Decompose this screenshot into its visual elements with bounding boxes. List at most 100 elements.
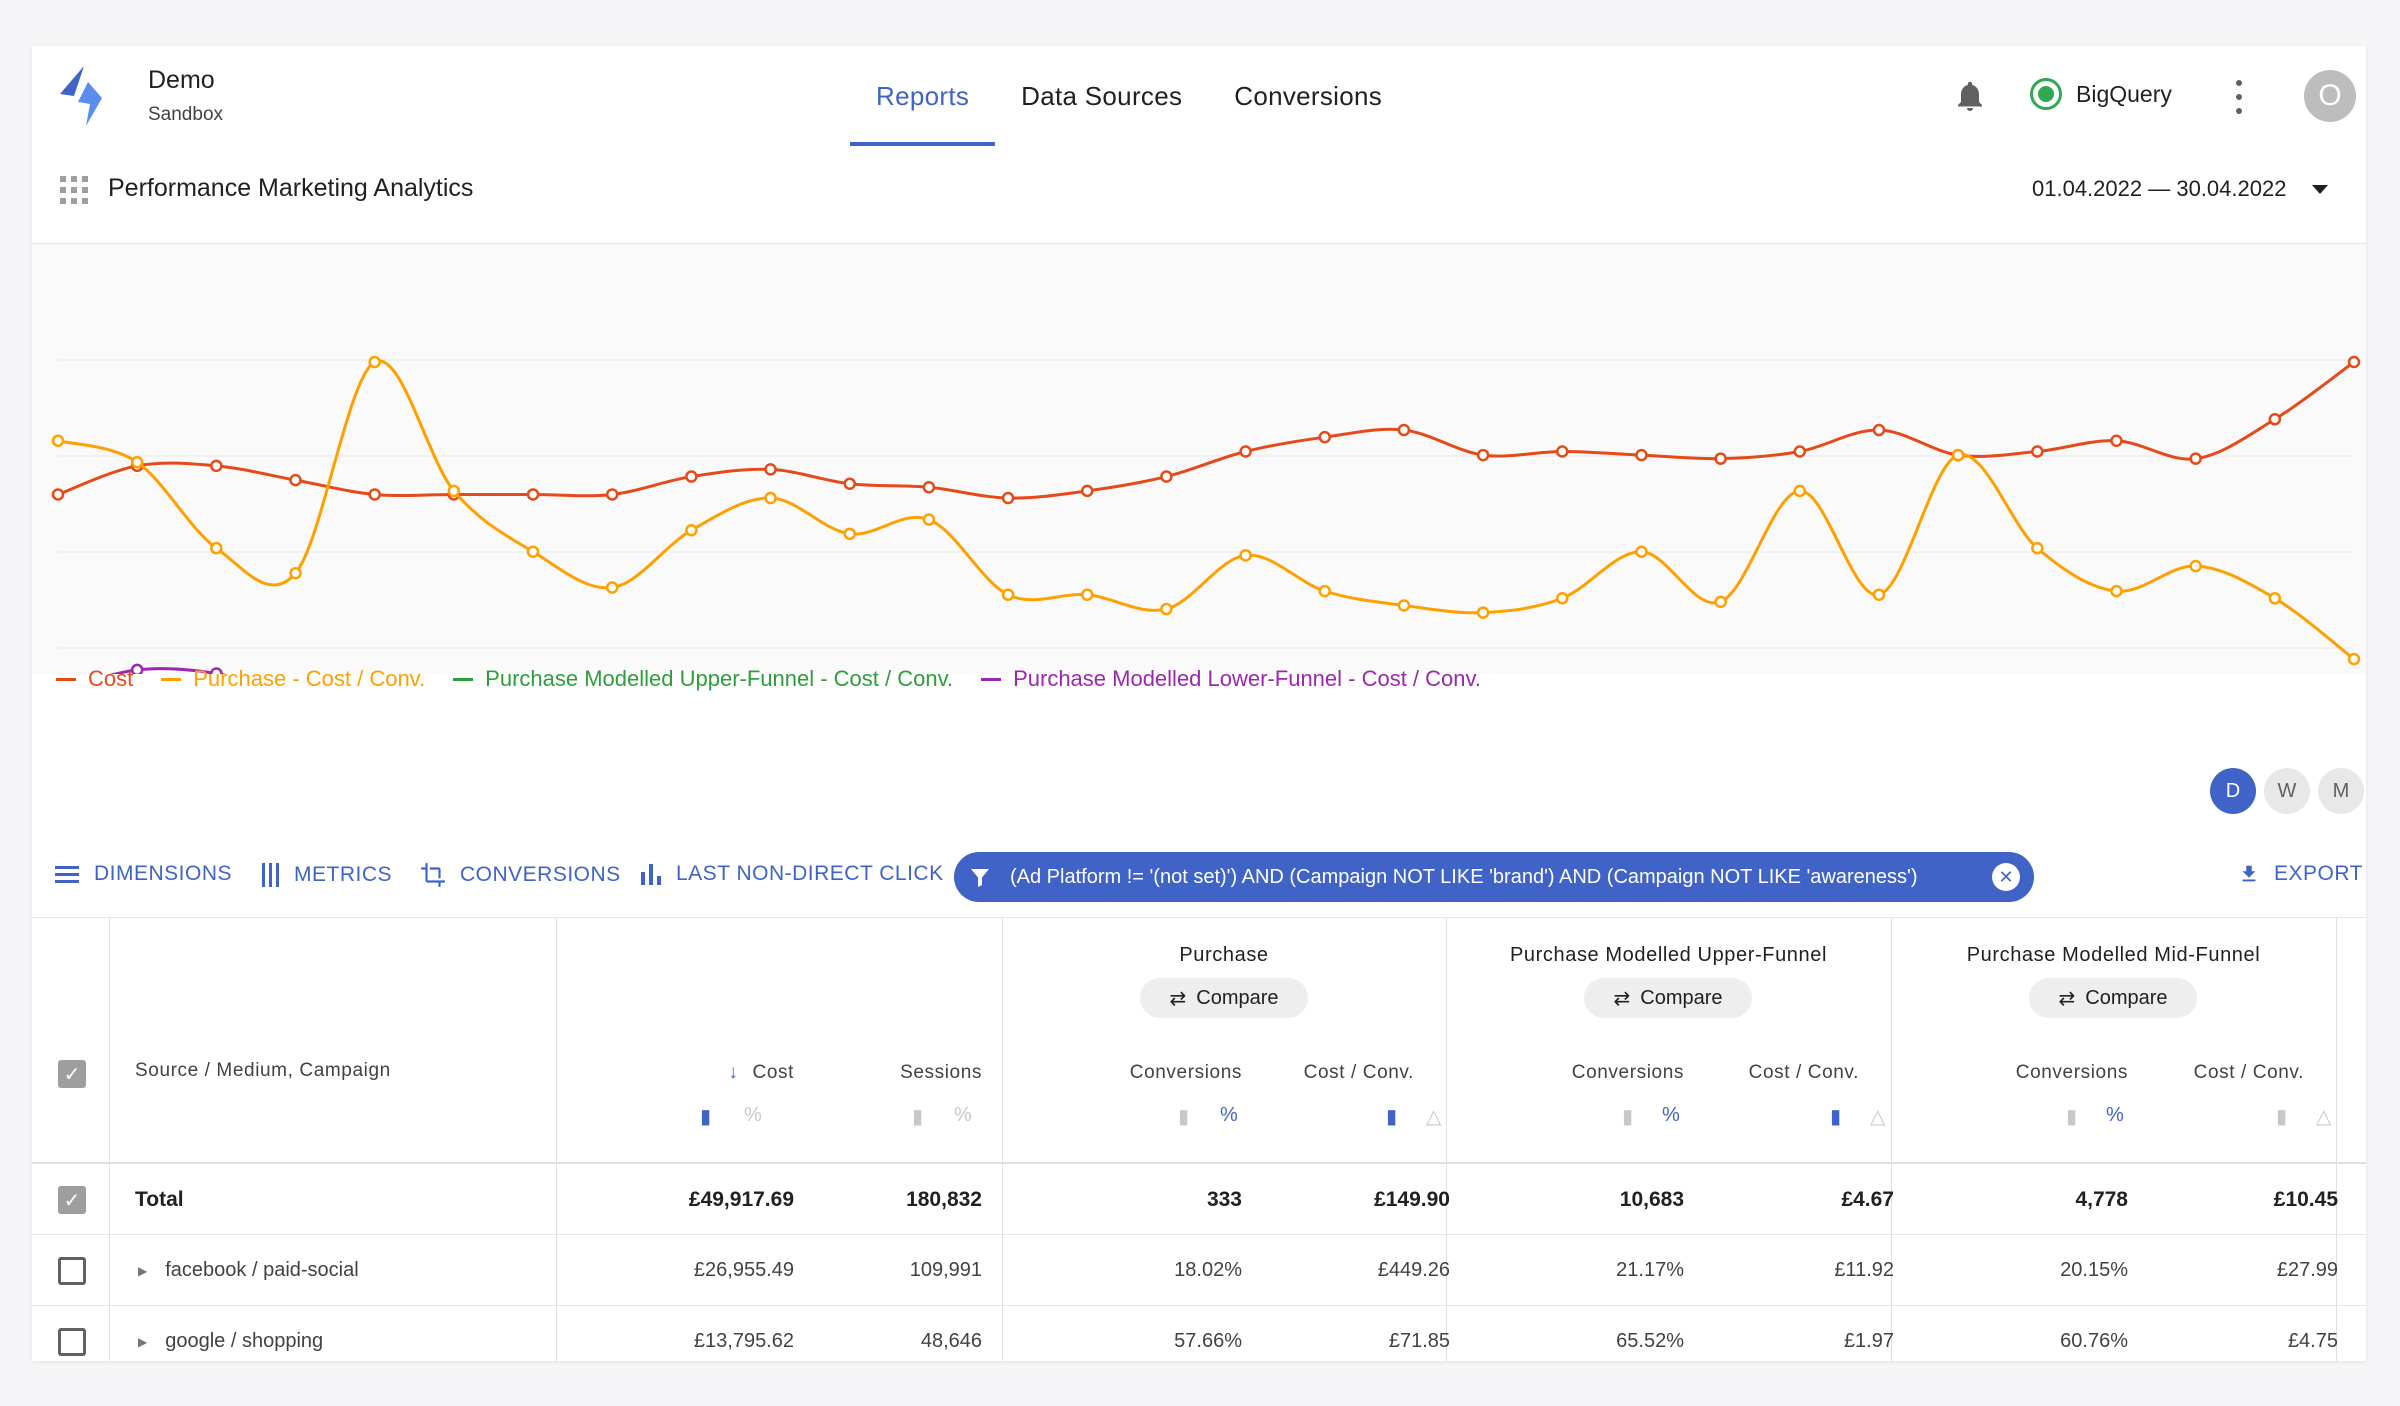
date-range-picker[interactable]: 01.04.2022 — 30.04.2022: [2032, 176, 2329, 202]
percent-icon[interactable]: %: [2106, 1104, 2124, 1126]
column-header-cost-per-conv[interactable]: Cost / Conv.: [1303, 1062, 1414, 1083]
table-row[interactable]: ▶ google / shopping £13,795.62 48,646 57…: [32, 1306, 2366, 1361]
bar-chart-icon[interactable]: ▮: [2276, 1106, 2288, 1128]
data-point: [289, 566, 302, 580]
data-point: [526, 545, 540, 558]
tab-conversions[interactable]: Conversions: [1234, 80, 1383, 111]
workspace-name[interactable]: Sandbox: [148, 104, 224, 125]
compare-arrows-icon: ⇄: [1613, 987, 1631, 1010]
select-all-checkbox[interactable]: ✓: [58, 1060, 86, 1088]
cell-cost-per-conv: £149.90: [1374, 1187, 1450, 1211]
bar-chart-icon[interactable]: ▮: [700, 1106, 712, 1128]
bar-chart-icon[interactable]: ▮: [1386, 1106, 1398, 1128]
data-point: [2347, 355, 2361, 369]
row-label-cell: ▶ facebook / paid-social: [138, 1235, 359, 1306]
granularity-month-button[interactable]: M: [2318, 768, 2364, 814]
data-point: [1476, 606, 1490, 619]
legend-label: Purchase Modelled Lower-Funnel - Cost / …: [1013, 666, 1481, 691]
data-point: [526, 488, 540, 501]
column-header-conversions[interactable]: Conversions: [2015, 1062, 2128, 1083]
metrics-label: METRICS: [294, 863, 392, 886]
legend-item[interactable]: Purchase Modelled Lower-Funnel - Cost / …: [981, 666, 1481, 692]
metrics-button[interactable]: METRICS: [260, 862, 392, 888]
status-ok-icon: [2030, 78, 2062, 110]
expand-chevron-icon[interactable]: ▶: [138, 1334, 148, 1349]
data-point: [2031, 445, 2044, 458]
cell-conversions: 57.66%: [1174, 1330, 1242, 1352]
data-point: [1793, 484, 1807, 498]
data-point: [922, 481, 936, 494]
cell-sessions: 180,832: [906, 1187, 982, 1211]
compare-button[interactable]: ⇄ Compare: [2029, 978, 2197, 1018]
conversions-button[interactable]: CONVERSIONS: [420, 862, 621, 888]
more-vert-icon[interactable]: [2232, 80, 2246, 114]
granularity-week-button[interactable]: W: [2264, 768, 2310, 814]
bar-chart-icon[interactable]: ▮: [1622, 1106, 1634, 1128]
legend-item[interactable]: Cost: [56, 666, 133, 692]
data-point: [130, 663, 144, 674]
data-point: [210, 541, 223, 555]
delta-icon[interactable]: △: [1426, 1106, 1442, 1128]
row-checkbox[interactable]: [58, 1257, 86, 1285]
export-button[interactable]: EXPORT: [2238, 862, 2363, 886]
percent-icon[interactable]: %: [744, 1104, 762, 1126]
app-logo-icon[interactable]: [52, 64, 108, 128]
column-header-conversions[interactable]: Conversions: [1571, 1062, 1684, 1083]
data-point: [1714, 595, 1727, 609]
data-point: [1080, 588, 1094, 601]
column-header-cost-per-conv[interactable]: Cost / Conv.: [2193, 1062, 2304, 1083]
data-point: [2110, 584, 2123, 598]
granularity-day-button[interactable]: D: [2210, 768, 2256, 814]
row-checkbox[interactable]: ✓: [58, 1186, 86, 1214]
compare-arrows-icon: ⇄: [1169, 987, 1187, 1010]
compare-button[interactable]: ⇄ Compare: [1140, 978, 1308, 1018]
percent-icon[interactable]: %: [1662, 1104, 1680, 1126]
bar-chart-icon[interactable]: ▮: [912, 1106, 924, 1128]
compare-button[interactable]: ⇄ Compare: [1584, 978, 1752, 1018]
apps-grid-icon[interactable]: [60, 176, 88, 204]
avatar[interactable]: O: [2304, 70, 2356, 122]
attribution-model-button[interactable]: LAST NON-DIRECT CLICK: [640, 862, 944, 886]
menu-icon: [55, 866, 79, 883]
column-header-conversions[interactable]: Conversions: [1129, 1062, 1242, 1083]
tab-reports[interactable]: Reports: [850, 46, 996, 146]
column-header-cost-per-conv[interactable]: Cost / Conv.: [1748, 1062, 1859, 1083]
filter-icon: [971, 869, 989, 887]
compare-arrows-icon: ⇄: [2058, 987, 2076, 1010]
data-point: [2189, 452, 2202, 465]
dimensions-button[interactable]: DIMENSIONS: [54, 862, 232, 886]
bar-chart-icon[interactable]: ▮: [1178, 1106, 1190, 1128]
legend-label: Purchase - Cost / Conv.: [193, 666, 426, 691]
legend-item[interactable]: Purchase - Cost / Conv.: [161, 666, 425, 692]
row-checkbox[interactable]: [58, 1328, 86, 1356]
table-row-total[interactable]: ✓ Total £49,917.69 180,832 333 £149.90 1…: [32, 1164, 2366, 1235]
filter-chip[interactable]: (Ad Platform != '(not set)') AND (Campai…: [954, 852, 2034, 902]
data-point: [1476, 448, 1490, 462]
column-header-sessions[interactable]: Sessions: [900, 1062, 982, 1083]
legend-item[interactable]: Purchase Modelled Upper-Funnel - Cost / …: [453, 666, 953, 692]
connection-status[interactable]: BigQuery: [2030, 78, 2172, 110]
data-point: [210, 667, 223, 674]
close-icon[interactable]: ✕: [1992, 863, 2020, 891]
percent-icon[interactable]: %: [954, 1104, 972, 1126]
data-point: [1001, 491, 1015, 505]
report-title-bar: Performance Marketing Analytics 01.04.20…: [32, 146, 2366, 244]
cell-cost-per-conv: £11.92: [1834, 1259, 1894, 1281]
expand-chevron-icon[interactable]: ▶: [138, 1263, 148, 1278]
data-table: ✓ Source / Medium, Campaign ↓ Cost ▮ % Se…: [32, 918, 2366, 1361]
dimension-header[interactable]: Source / Medium, Campaign: [135, 1060, 391, 1081]
delta-icon[interactable]: △: [2316, 1106, 2332, 1128]
app-name[interactable]: Demo: [148, 66, 215, 94]
column-header-cost[interactable]: ↓ Cost: [728, 1062, 794, 1083]
bar-chart-icon[interactable]: ▮: [1830, 1106, 1842, 1128]
data-point: [51, 434, 65, 448]
tab-data-sources[interactable]: Data Sources: [1021, 80, 1183, 111]
data-point: [843, 477, 856, 490]
bar-chart-icon[interactable]: ▮: [2066, 1106, 2078, 1128]
group-header-purchase: Purchase: [1179, 944, 1269, 966]
table-row[interactable]: ▶ facebook / paid-social £26,955.49 109,…: [32, 1235, 2366, 1306]
percent-icon[interactable]: %: [1220, 1104, 1238, 1126]
bell-icon[interactable]: [1952, 78, 1988, 114]
delta-icon[interactable]: △: [1870, 1106, 1886, 1128]
data-point: [764, 491, 777, 505]
